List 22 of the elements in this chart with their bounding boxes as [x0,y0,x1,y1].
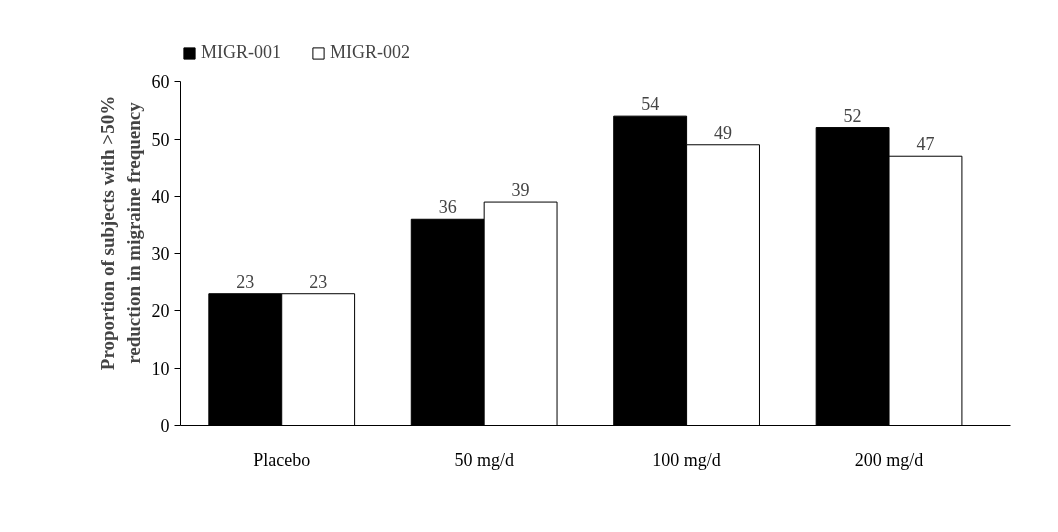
y-tick-label: 40 [151,186,170,207]
data-label: 49 [714,122,733,143]
data-label: 54 [641,94,660,115]
y-tick-label: 0 [160,416,170,436]
legend-label: MIGR-002 [330,42,410,63]
x-tick-label: 50 mg/d [454,449,514,470]
data-label: 47 [916,134,935,155]
x-tick-label: Placebo [253,449,311,470]
data-label: 23 [236,271,255,292]
y-axis-title: Proportion of subjects with >50% reduction in migraine frequency [97,95,144,371]
data-label: 36 [438,197,457,218]
y-tick-label: 50 [151,129,170,150]
legend-label: MIGR-001 [201,42,281,63]
y-tick-label: 10 [151,358,170,379]
data-label: 23 [309,271,328,292]
y-tick-label: 60 [151,72,170,93]
data-label: 52 [843,105,862,126]
x-tick-label: 100 mg/d [652,449,721,470]
x-tick-label: 200 mg/d [854,449,924,470]
y-tick-label: 20 [151,301,170,322]
data-label: 39 [511,180,530,201]
y-tick-label: 30 [151,244,170,265]
